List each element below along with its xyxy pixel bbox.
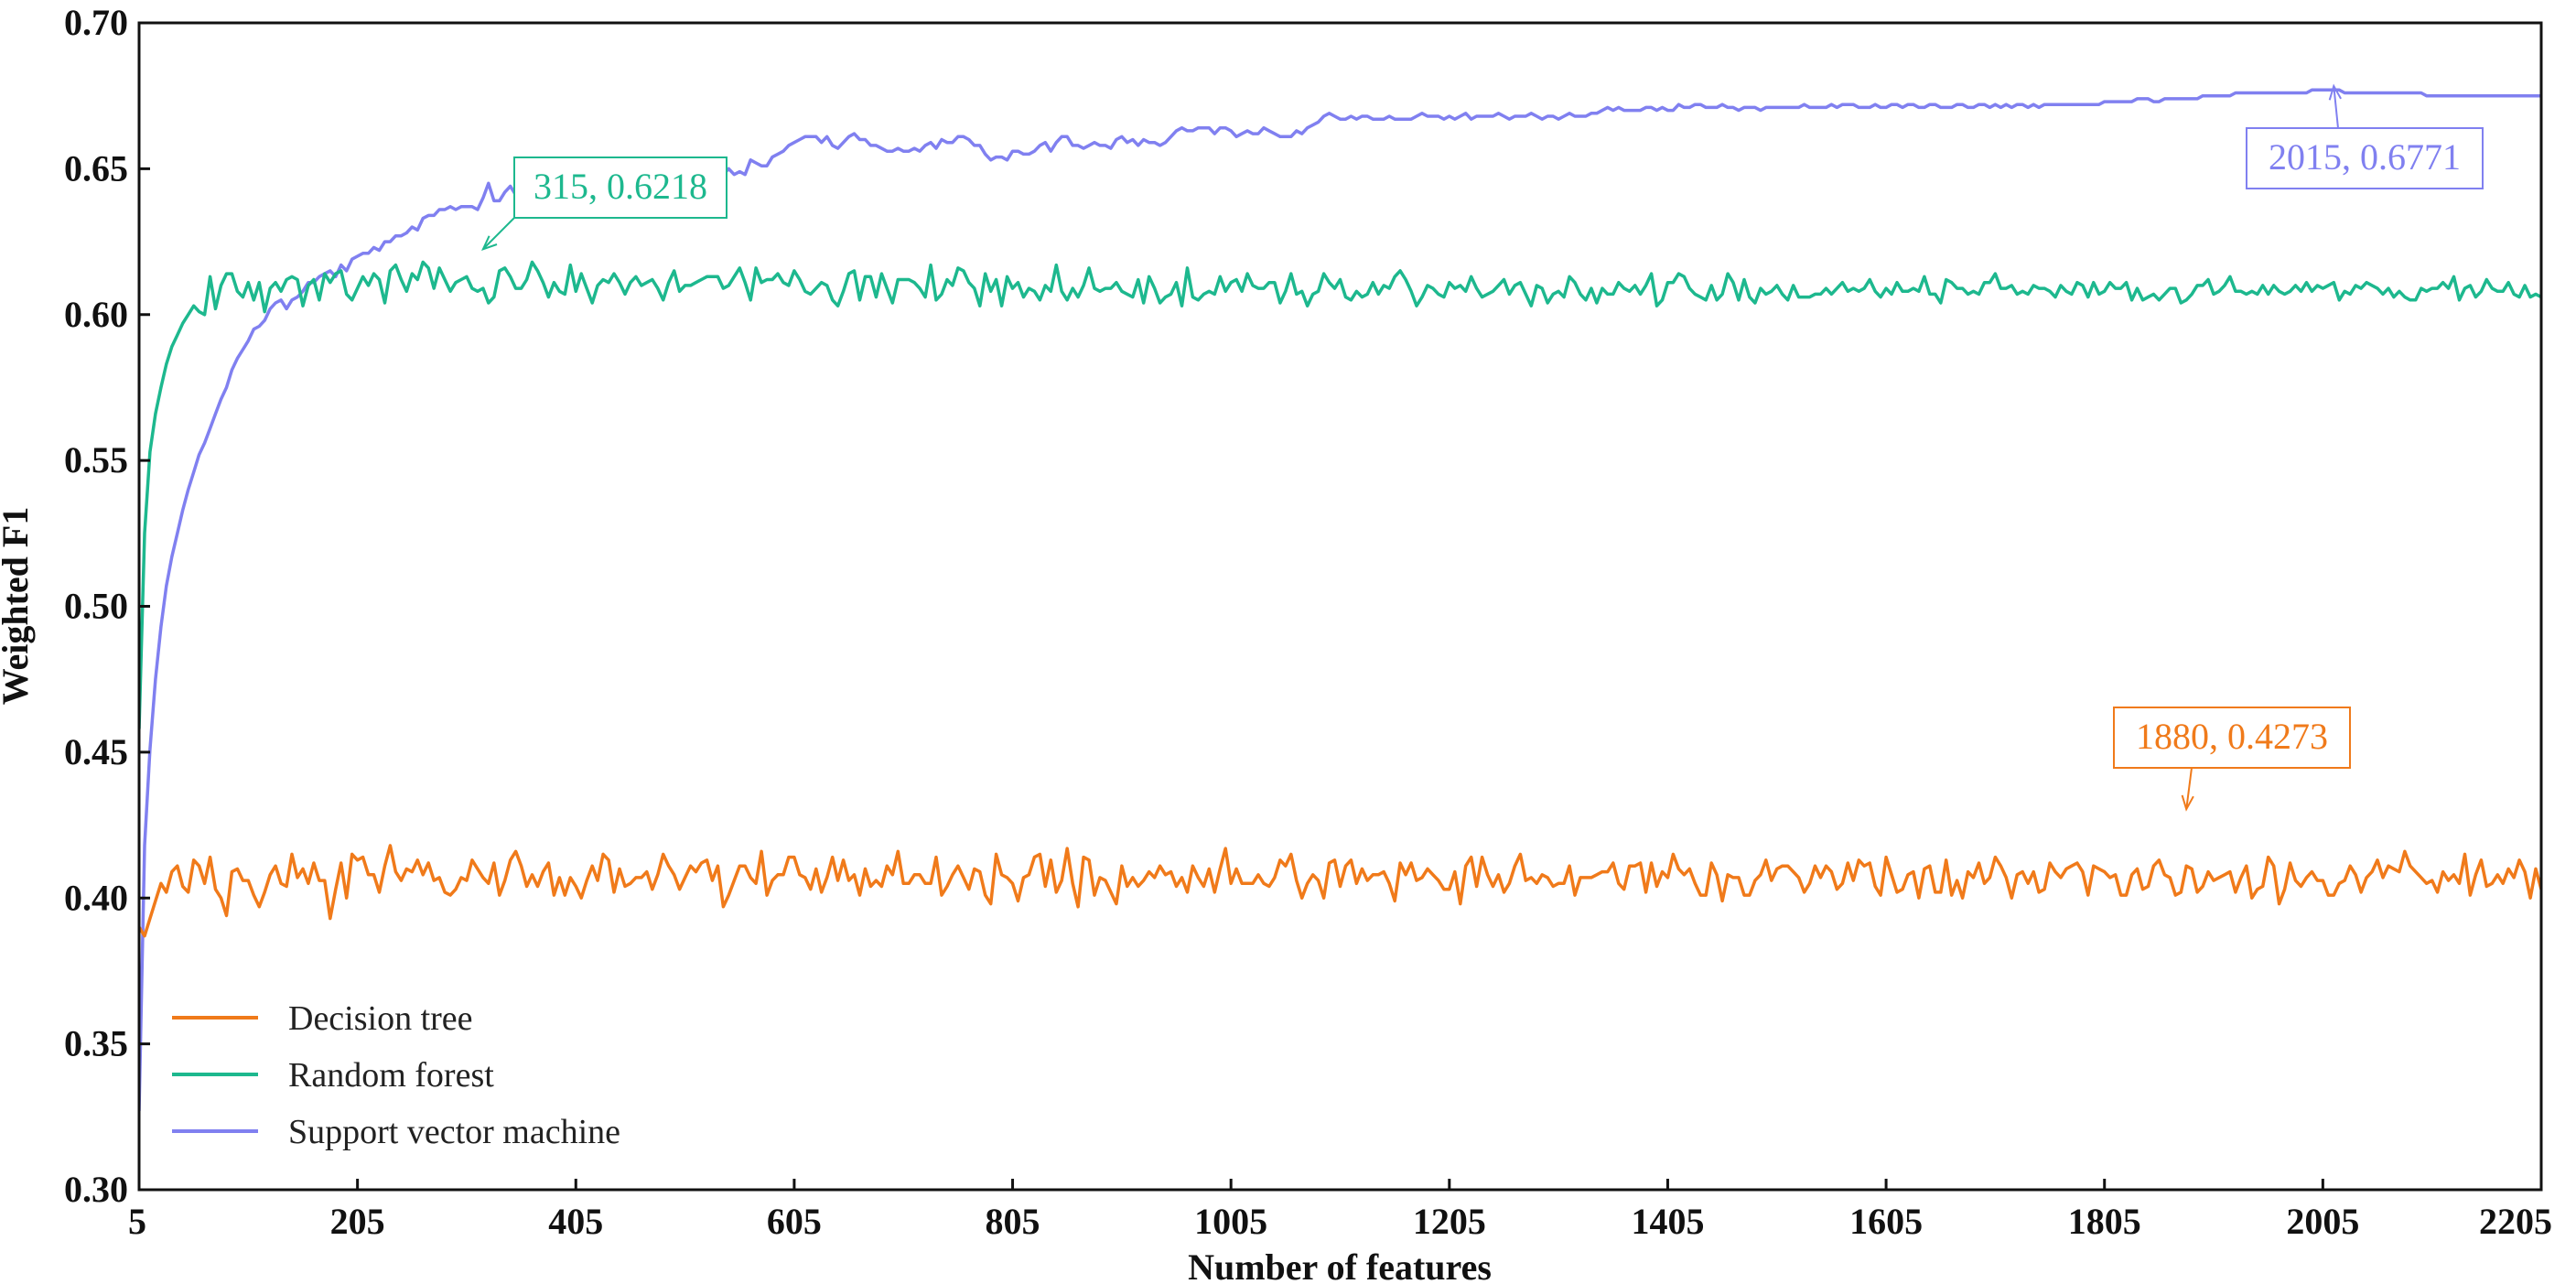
annotation-layer: 315, 0.6218 2015, 0.6771 1880, 0.4273	[481, 83, 2484, 812]
annotation-box	[2113, 707, 2351, 769]
x-tick-label: 2005	[2286, 1201, 2359, 1242]
y-tick-label: 0.70	[64, 2, 128, 43]
annotation-box	[513, 156, 728, 219]
x-tick-label: 605	[767, 1201, 822, 1242]
x-axis-title: Number of features	[1188, 1246, 1492, 1284]
annotation-arrow	[2333, 85, 2339, 129]
y-tick-label: 0.40	[64, 877, 128, 918]
x-tick-label: 1205	[1413, 1201, 1486, 1242]
legend: Decision tree Random forest Support vector…	[172, 999, 620, 1151]
y-tick-label: 0.50	[64, 586, 128, 627]
x-tick-label: 805	[986, 1201, 1040, 1242]
y-axis-title: Weighted F1	[0, 507, 36, 706]
legend-label: Decision tree	[288, 999, 473, 1038]
annotation-arrowhead	[481, 235, 498, 252]
y-tick-label: 0.35	[64, 1023, 128, 1064]
x-axis: 5 205 405 605 805 1005 1205 1405 1605 1805 2005 220…	[128, 1179, 2552, 1242]
x-tick-label: 1605	[1849, 1201, 1923, 1242]
legend-label: Random forest	[288, 1056, 494, 1095]
annotation-label: 2015, 0.6771	[2269, 136, 2461, 178]
annotation-label: 315, 0.6218	[534, 166, 707, 207]
annotation-arrowhead	[2328, 83, 2342, 101]
y-tick-label: 0.30	[64, 1169, 128, 1210]
x-tick-label: 205	[330, 1201, 385, 1242]
annotation-label: 1880, 0.4273	[2136, 716, 2328, 757]
y-tick-label: 0.60	[64, 294, 128, 335]
x-tick-label: 1405	[1631, 1201, 1704, 1242]
annotation-box	[2246, 127, 2484, 189]
annotation-arrow	[2185, 767, 2193, 810]
legend-label: Support vector machine	[288, 1113, 620, 1151]
y-tick-label: 0.55	[64, 439, 128, 480]
x-tick-label: 2205	[2479, 1201, 2552, 1242]
x-tick-label: 1005	[1194, 1201, 1267, 1242]
x-tick-label: 405	[548, 1201, 603, 1242]
y-tick-label: 0.65	[64, 147, 128, 189]
y-axis: 0.30 0.35 0.40 0.45 0.50 0.55 0.60 0.65 0.70	[64, 2, 150, 1210]
series-line-decision-tree	[139, 844, 2541, 938]
y-tick-label: 0.45	[64, 731, 128, 772]
annotation-arrowhead	[2181, 794, 2194, 812]
x-tick-label: 1805	[2068, 1201, 2141, 1242]
x-tick-label: 5	[128, 1201, 146, 1242]
series-line-random-forest	[139, 260, 2541, 729]
annotation-arrow	[482, 217, 515, 250]
